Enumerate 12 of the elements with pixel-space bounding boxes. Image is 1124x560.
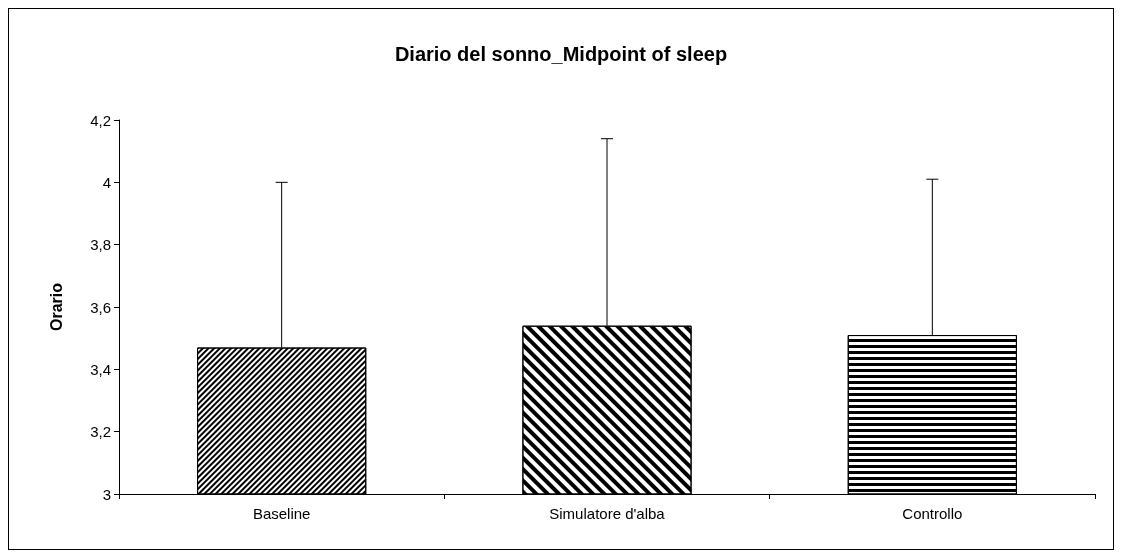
y-tick-label: 3,6 [90, 298, 111, 316]
y-tick-label: 3,2 [90, 423, 111, 441]
y-tick-label: 3,8 [90, 236, 111, 254]
y-tick-label: 4 [102, 173, 111, 191]
x-tick-label: Simulatore d'alba [549, 505, 666, 522]
x-tick-label: Controllo [902, 505, 963, 522]
y-tick-label: 3 [102, 485, 111, 503]
y-axis-title: Orario [47, 282, 65, 332]
y-tick-label: 4,2 [90, 111, 111, 129]
chart-title: Diario del sonno_Midpoint of sleep [394, 43, 728, 65]
y-tick-label: 3,4 [90, 360, 111, 378]
x-tick-label: Baseline [252, 505, 311, 522]
